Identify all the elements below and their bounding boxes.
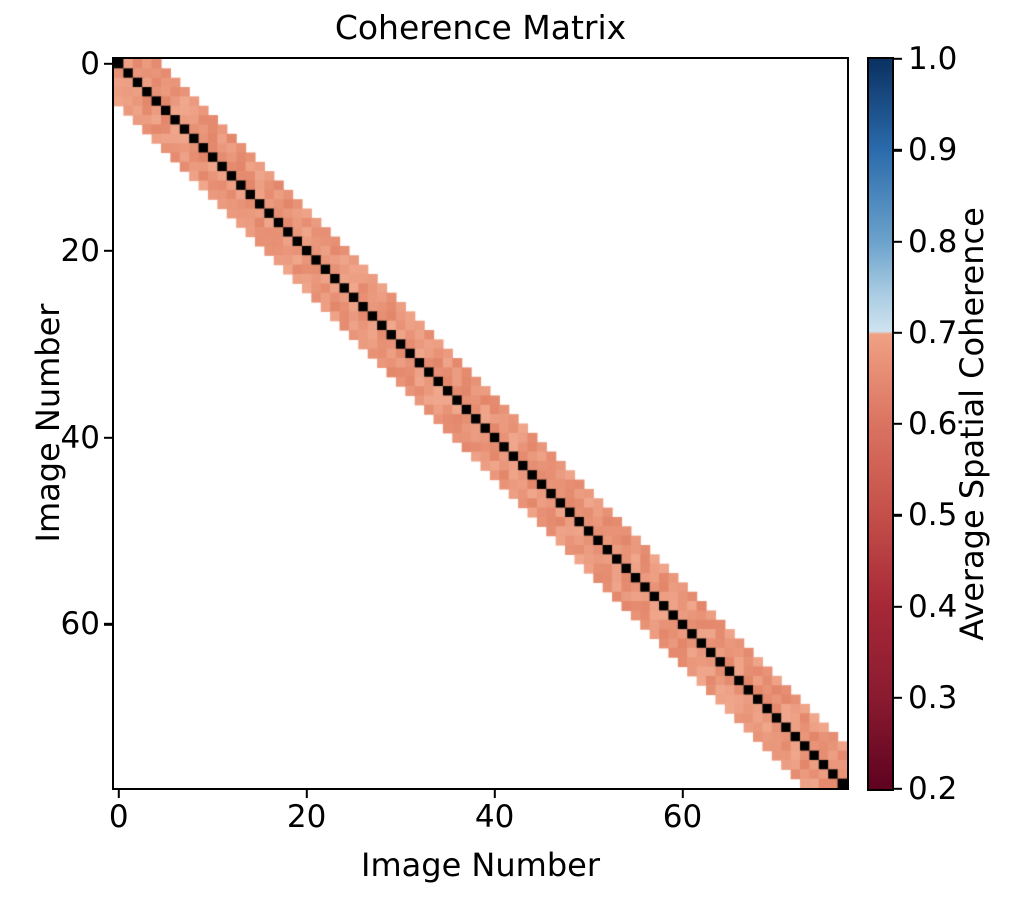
- y-tick-mark: [104, 62, 112, 65]
- y-axis-label: Image Number: [29, 303, 67, 543]
- colorbar: [867, 57, 894, 791]
- colorbar-tick-mark: [894, 57, 902, 61]
- colorbar-gradient: [869, 59, 892, 789]
- colorbar-tick-label: 0.7: [908, 314, 958, 351]
- y-tick-label: 0: [80, 45, 100, 82]
- colorbar-tick-mark: [894, 787, 902, 791]
- colorbar-tick-mark: [894, 331, 902, 334]
- heatmap-canvas: [114, 59, 847, 788]
- x-tick-mark: [117, 790, 120, 798]
- y-tick-label: 40: [60, 419, 100, 456]
- colorbar-tick-label: 0.2: [908, 771, 958, 807]
- colorbar-tick-label: 0.8: [908, 223, 958, 260]
- colorbar-tick-mark: [894, 240, 902, 243]
- colorbar-tick-mark: [894, 696, 902, 699]
- y-tick-label: 60: [60, 606, 100, 643]
- colorbar-tick-label: 0.6: [908, 406, 958, 442]
- x-tick-mark: [681, 790, 684, 798]
- x-tick-mark: [493, 790, 496, 798]
- colorbar-tick-label: 0.4: [908, 588, 958, 625]
- x-tick-mark: [305, 790, 308, 798]
- colorbar-tick-mark: [894, 605, 902, 608]
- x-tick-label: 60: [662, 799, 703, 835]
- x-tick-label: 0: [108, 799, 129, 835]
- x-axis-label: Image Number: [361, 846, 600, 884]
- colorbar-tick-label: 0.9: [908, 132, 958, 169]
- colorbar-tick-mark: [894, 422, 902, 426]
- y-tick-mark: [104, 623, 112, 626]
- colorbar-tick-label: 0.3: [908, 679, 958, 716]
- chart-title: Coherence Matrix: [334, 8, 627, 47]
- y-tick-mark: [104, 249, 112, 252]
- y-tick-label: 20: [60, 232, 100, 269]
- x-tick-label: 40: [474, 799, 515, 835]
- heatmap-plot-area: [112, 57, 849, 790]
- colorbar-tick-label: 0.5: [908, 497, 958, 534]
- colorbar-tick-label: 1.0: [908, 41, 958, 77]
- colorbar-label: Average Spatial Coherence: [953, 207, 991, 641]
- colorbar-tick-mark: [894, 149, 902, 152]
- y-tick-mark: [104, 436, 112, 439]
- colorbar-tick-mark: [894, 514, 902, 517]
- x-tick-label: 20: [286, 799, 327, 835]
